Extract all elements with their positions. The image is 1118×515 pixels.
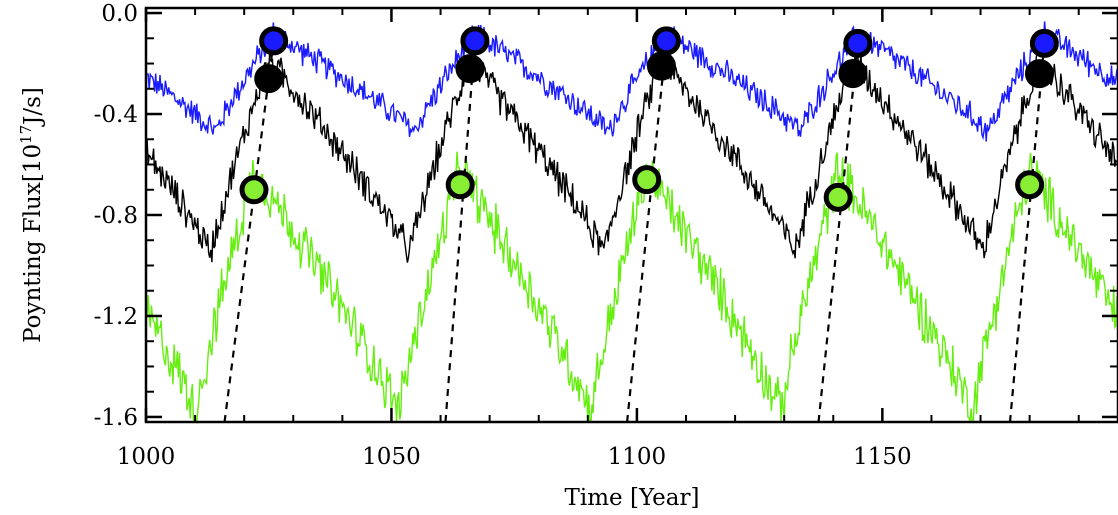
- y-tick-label: -1.6: [94, 405, 138, 431]
- dashed-lines-layer: [223, 40, 1046, 423]
- y-axis-title: Poynting Flux[1017J/s]: [17, 87, 46, 343]
- peak-marker: [455, 54, 485, 84]
- peak-guide-dashed-line: [223, 40, 275, 423]
- peak-marker: [823, 182, 853, 212]
- y-axis-title-prefix: Poynting Flux[10: [20, 144, 46, 343]
- peak-marker: [1029, 28, 1059, 58]
- series-line-0: [145, 21, 1118, 142]
- peak-marker: [843, 28, 873, 58]
- series-layer: [145, 21, 1118, 425]
- series-line-2: [145, 151, 1118, 425]
- peak-marker: [1015, 170, 1045, 200]
- peak-marker: [646, 51, 676, 81]
- peak-guide-dashed-line: [444, 40, 477, 423]
- peak-marker: [651, 26, 681, 56]
- peak-marker: [445, 170, 475, 200]
- x-tick-label: 1150: [853, 444, 912, 470]
- peak-guide-dashed-line: [817, 43, 859, 423]
- peak-marker: [1024, 59, 1054, 89]
- peak-marker: [460, 26, 490, 56]
- x-tick-label: 1050: [362, 444, 421, 470]
- peak-marker: [838, 59, 868, 89]
- series-line-1: [145, 43, 1118, 263]
- y-tick-label: -1.2: [94, 304, 138, 330]
- y-tick-label: -0.4: [94, 102, 138, 128]
- y-axis-title-exponent: 17: [17, 125, 35, 144]
- y-tick-label: -0.8: [94, 203, 138, 229]
- peak-marker: [259, 26, 289, 56]
- x-tick-label: 1000: [117, 444, 176, 470]
- x-axis-title: Time [Year]: [565, 485, 700, 511]
- peak-marker: [254, 64, 284, 94]
- x-tick-label: 1100: [608, 444, 667, 470]
- peak-guide-dashed-line: [1008, 43, 1046, 423]
- y-tick-label: 0.0: [101, 1, 138, 27]
- tick-layer: 1000 1050 1100 1150 0.0 -0.4 -0.8 -1.2 -1.6: [94, 1, 1118, 470]
- peak-marker: [239, 175, 269, 205]
- peak-marker: [632, 165, 662, 195]
- y-axis-title-suffix: J/s]: [20, 87, 46, 127]
- peak-markers-layer: [239, 26, 1059, 212]
